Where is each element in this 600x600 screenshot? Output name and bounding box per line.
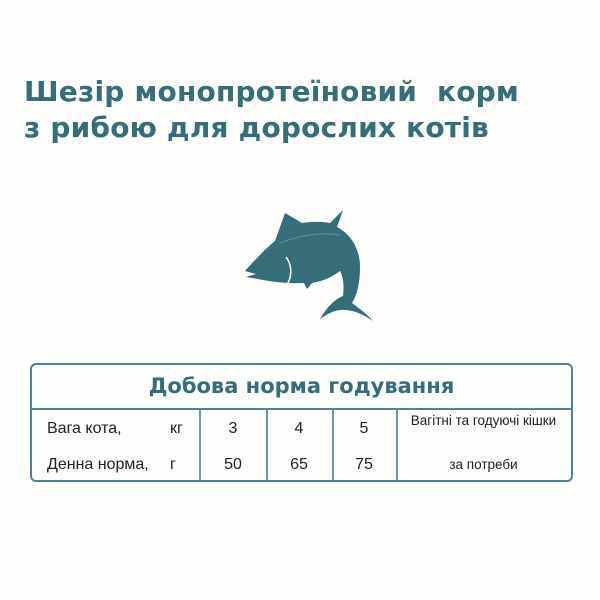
title-line-1: Шезір монопротеїновий корм	[24, 75, 519, 108]
fish-icon	[245, 210, 373, 321]
table-row-daily-norm: Денна норма, г 50 65 75 за потреби	[32, 447, 571, 483]
row-unit: кг	[170, 420, 183, 437]
row-label: Вага кота,	[47, 420, 122, 437]
table-cell: 4	[294, 420, 304, 437]
title-line-2: з рибою для дорослих котів	[24, 111, 489, 144]
table-cell: 75	[355, 456, 373, 473]
column-divider	[266, 410, 268, 480]
column-divider	[199, 410, 201, 480]
table-cell: 5	[359, 420, 369, 437]
table-cell: 65	[290, 456, 308, 473]
column-divider	[396, 410, 398, 480]
row-unit: г	[170, 456, 176, 473]
feeding-table: Добова норма годування Вага кота, кг 3 4…	[30, 363, 573, 482]
table-title: Добова норма годування	[32, 365, 571, 410]
table-cell: Вагітні та годуючі кішки	[410, 413, 557, 428]
table-row-weight: Вага кота, кг 3 4 5 Вагітні та годуючі к…	[32, 411, 571, 447]
row-label: Денна норма,	[47, 456, 149, 473]
table-cell: 50	[224, 456, 242, 473]
table-cell: за потреби	[449, 457, 518, 472]
product-title: Шезір монопротеїновий корм з рибою для д…	[24, 74, 584, 146]
table-cell: 3	[228, 420, 238, 437]
column-divider	[332, 410, 334, 480]
